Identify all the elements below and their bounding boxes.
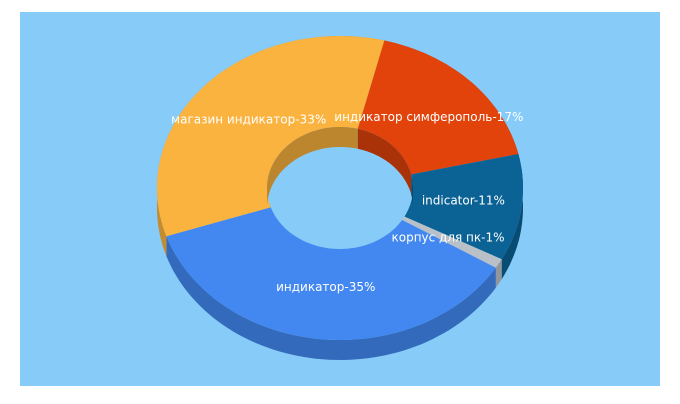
- slice: [166, 207, 496, 340]
- slice-inner-side: [411, 174, 413, 208]
- data-label: индикатор-35%: [276, 280, 375, 294]
- slice-inner-side: [267, 127, 358, 208]
- slice: [157, 36, 385, 237]
- data-label: indicator-11%: [422, 194, 505, 208]
- slice-inner-side: [357, 128, 412, 195]
- data-label: магазин индикатор-33%: [171, 112, 326, 126]
- slice: [404, 154, 523, 260]
- slice: [357, 40, 519, 175]
- data-label: индикатор симферополь-17%: [334, 110, 523, 124]
- slice-side: [166, 236, 496, 360]
- data-label: корпус для пк-1%: [391, 230, 504, 244]
- slice: [402, 216, 502, 268]
- slice-side: [495, 259, 502, 288]
